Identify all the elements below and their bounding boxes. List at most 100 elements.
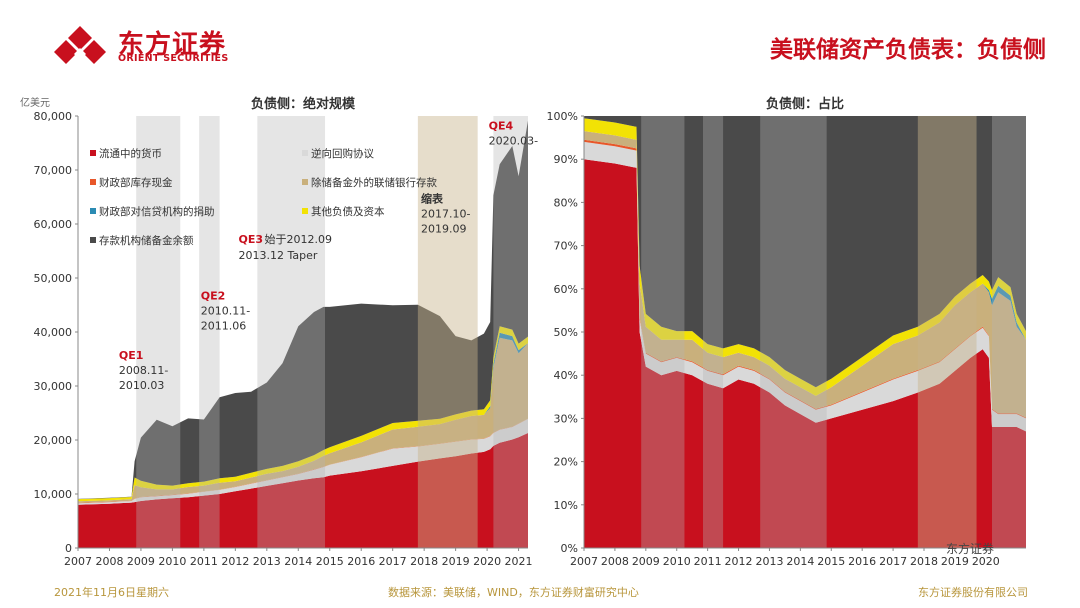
legend-swatch	[90, 237, 96, 243]
x-tick-label: 2011	[694, 555, 722, 568]
area-series-3	[584, 131, 1026, 418]
x-tick-label: 2010	[158, 555, 186, 568]
annotation-label: 缩表	[421, 191, 444, 205]
legend-item-label: 财政部对信贷机构的捐助	[99, 205, 215, 218]
period-band-0	[136, 116, 181, 548]
x-tick-label: 2017	[379, 555, 407, 568]
annotation-text: 2010.03	[119, 379, 165, 392]
chart-share: 负债侧：占比%0%10%20%30%40%50%60%70%80%90%100%…	[526, 96, 1026, 568]
chart-title: 负债侧：占比	[766, 96, 844, 112]
x-tick-label: 2019	[941, 555, 969, 568]
annotation-label: QE4	[489, 120, 514, 133]
legend-swatch	[302, 179, 308, 185]
x-tick-label: 2012	[221, 555, 249, 568]
annotation-label: QE2	[201, 290, 226, 303]
chart-share-wrap: 负债侧：占比%0%10%20%30%40%50%60%70%80%90%100%…	[526, 86, 1054, 580]
legend-swatch	[302, 150, 308, 156]
x-tick-label: 2018	[410, 555, 438, 568]
orient-logo-icon	[54, 26, 106, 64]
area-series-6	[584, 116, 1026, 388]
x-tick-label: 2008	[95, 555, 123, 568]
area-series-6	[78, 120, 528, 500]
x-tick-label: 2007	[570, 555, 598, 568]
chart-absolute: 负债侧：绝对规模 亿美元 0 10,000 20,000 30,000 40,000 50,0…	[20, 96, 538, 568]
period-band-4	[493, 116, 528, 548]
logo-chinese-text: 东方证券	[118, 30, 227, 60]
y-tick-label: 70,000	[34, 164, 73, 177]
legend-item-label: 存款机构储备金余额	[99, 234, 194, 247]
logo-english-text: ORIENT SECURITIES	[118, 53, 229, 64]
period-band-3	[417, 116, 478, 548]
x-tick-label: 2015	[817, 555, 845, 568]
x-tick-label: 2019	[442, 555, 470, 568]
x-tick-label: 2016	[848, 555, 876, 568]
legend-item-label: 其他负债及资本	[311, 205, 385, 218]
y-tick-label: 0	[65, 542, 72, 555]
x-tick-label: 2014	[284, 555, 312, 568]
legend-item-label: 财政部库存现金	[99, 176, 173, 189]
x-tick-label: 2015	[316, 555, 344, 568]
x-tick-label: 2007	[64, 555, 92, 568]
x-tick-label: 2021	[505, 555, 533, 568]
period-band-1	[199, 116, 220, 548]
x-tick-label: 2009	[632, 555, 660, 568]
x-tick-label: 2008	[601, 555, 629, 568]
annotation-label: QE3	[238, 233, 263, 246]
y-tick-label: 0%	[561, 542, 578, 555]
annotation-text: 2008.11-	[119, 364, 168, 377]
legend-swatch	[302, 208, 308, 214]
legend-swatch	[90, 150, 96, 156]
header: 东方证券 ORIENT SECURITIES 美联储资产负债表：负债侧	[0, 0, 1080, 80]
y-tick-label: 100%	[547, 110, 578, 123]
chart-title: 负债侧：绝对规模	[251, 96, 356, 112]
period-band-0	[641, 116, 685, 548]
annotation-text: 2011.06	[201, 320, 247, 333]
annotation-text: 2020.03-	[489, 135, 538, 148]
annotation-text: 2019.09	[421, 222, 467, 235]
y-tick-label: 20%	[554, 456, 578, 469]
period-band-1	[703, 116, 724, 548]
chart-absolute-wrap: 负债侧：绝对规模 亿美元 0 10,000 20,000 30,000 40,000 50,0…	[20, 86, 540, 580]
y-tick-label: 20,000	[34, 434, 73, 447]
y-tick-label: 50%	[554, 326, 578, 339]
annotation-label: QE1	[119, 349, 144, 362]
x-tick-label: 2016	[347, 555, 375, 568]
x-tick-label: 2012	[725, 555, 753, 568]
y-tick-label: 40%	[554, 369, 578, 382]
x-tick-label: 2010	[663, 555, 691, 568]
annotation-text: 2010.11-	[201, 305, 250, 318]
x-tick-label: 2020	[473, 555, 501, 568]
area-series-3	[78, 337, 528, 503]
legend-swatch	[90, 208, 96, 214]
footer-source: 数据来源：美联储，WIND，东方证券财富研究中心	[388, 586, 639, 599]
watermark-text: 东方证券	[946, 542, 995, 556]
x-tick-label: 2020	[972, 555, 1000, 568]
annotation-text: 始于2012.09	[264, 232, 332, 246]
x-tick-label: 2018	[910, 555, 938, 568]
legend-item-label: 流通中的货币	[99, 147, 162, 160]
page-title: 美联储资产负债表：负债侧	[770, 37, 1046, 63]
footer-company: 东方证券股份有限公司	[918, 586, 1028, 599]
y-tick-label: 60%	[554, 283, 578, 296]
y-axis-unit-label: 亿美元	[20, 96, 50, 109]
area-series-0	[78, 433, 528, 548]
y-tick-label: 80,000	[34, 110, 73, 123]
y-tick-label: 70%	[554, 240, 578, 253]
legend-item-label: 逆向回购协议	[311, 147, 374, 160]
x-tick-label: 2009	[127, 555, 155, 568]
x-tick-label: 2014	[786, 555, 814, 568]
y-tick-label: 10,000	[34, 488, 73, 501]
y-tick-label: 90%	[554, 153, 578, 166]
y-tick-label: 30,000	[34, 380, 73, 393]
y-tick-label: 60,000	[34, 218, 73, 231]
x-tick-label: 2011	[190, 555, 218, 568]
legend-swatch	[90, 179, 96, 185]
period-band-2	[257, 116, 326, 548]
annotation-text: 2013.12 Taper	[238, 249, 317, 262]
x-tick-label: 2013	[253, 555, 281, 568]
y-tick-label: 80%	[554, 196, 578, 209]
period-band-4	[992, 116, 1026, 548]
y-tick-label: 50,000	[34, 272, 73, 285]
legend-item-label: 除储备金外的联储银行存款	[311, 176, 437, 189]
footer: 2021年11月6日星期六 数据来源：美联储，WIND，东方证券财富研究中心 东…	[0, 580, 1080, 604]
